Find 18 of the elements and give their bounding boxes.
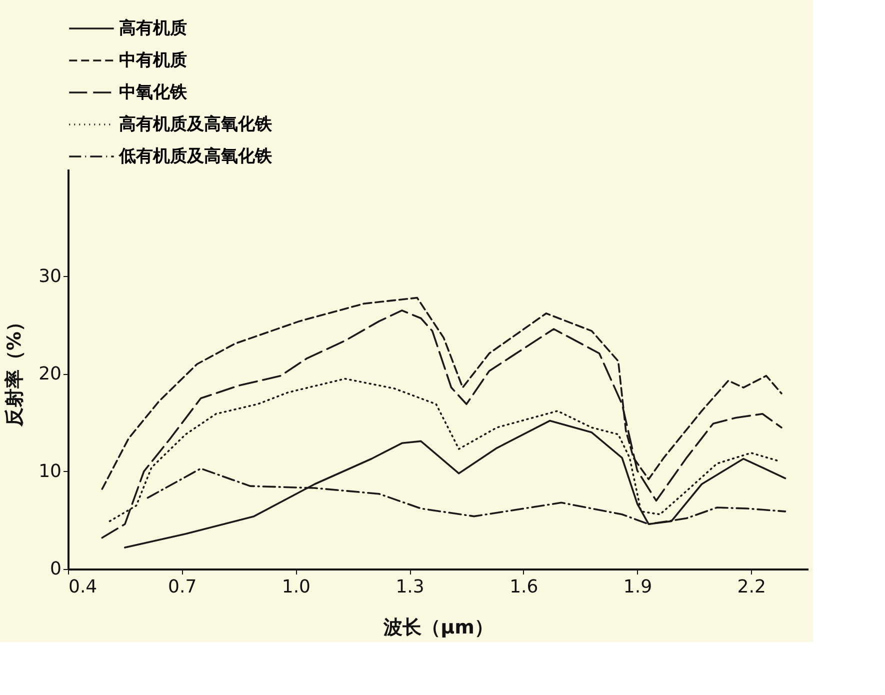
legend-label: 高有机质 xyxy=(119,18,187,38)
x-tick-label: 0.7 xyxy=(168,576,197,598)
x-tick-label: 1.3 xyxy=(396,576,424,598)
y-tick-label: 0 xyxy=(50,558,62,580)
y-axis-title: 反射率（%） xyxy=(4,312,26,428)
x-tick-label: 1.6 xyxy=(510,576,538,598)
x-tick-label: 0.4 xyxy=(68,576,98,598)
x-axis-title: 波长（μm） xyxy=(382,616,494,638)
legend-label: 中氧化铁 xyxy=(119,82,188,102)
y-tick-label: 20 xyxy=(38,363,62,384)
x-tick-label: 1.9 xyxy=(623,576,652,598)
y-tick-label: 10 xyxy=(38,460,62,482)
legend-label: 低有机质及高氧化铁 xyxy=(118,146,273,166)
y-tick-label: 30 xyxy=(38,266,62,287)
x-tick-label: 2.2 xyxy=(737,576,766,598)
x-tick-label: 1.0 xyxy=(282,576,311,598)
legend-label: 中有机质 xyxy=(119,50,187,70)
legend-label: 高有机质及高氧化铁 xyxy=(119,114,273,134)
